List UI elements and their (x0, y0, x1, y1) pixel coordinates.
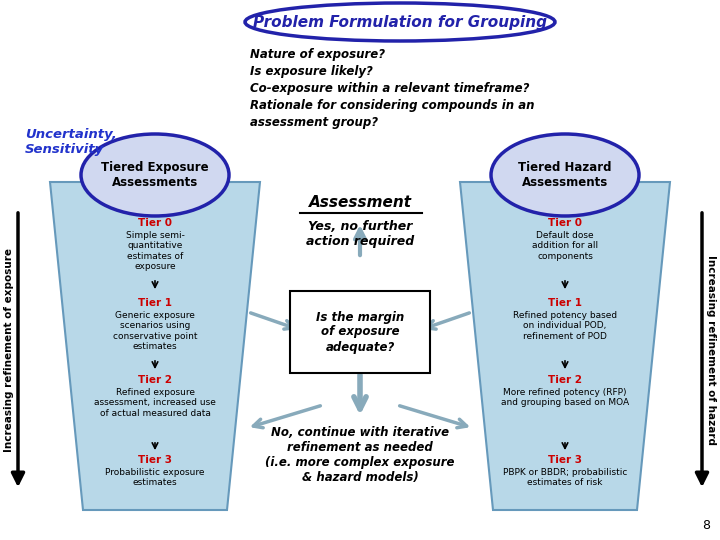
Text: Increasing refinement of hazard: Increasing refinement of hazard (706, 255, 716, 445)
Text: Tier 3: Tier 3 (138, 455, 172, 465)
Text: Is exposure likely?: Is exposure likely? (250, 65, 373, 78)
Text: Refined exposure
assessment, increased use
of actual measured data: Refined exposure assessment, increased u… (94, 388, 216, 418)
Text: Tiered Exposure
Assessments: Tiered Exposure Assessments (102, 161, 209, 189)
Text: Tier 1: Tier 1 (138, 298, 172, 308)
Text: Tier 2: Tier 2 (138, 375, 172, 385)
Ellipse shape (81, 134, 229, 216)
Text: Tier 1: Tier 1 (548, 298, 582, 308)
Text: Yes, no further
action required: Yes, no further action required (306, 220, 414, 248)
Ellipse shape (491, 134, 639, 216)
Text: Tier 0: Tier 0 (548, 218, 582, 228)
Text: Nature of exposure?: Nature of exposure? (250, 48, 385, 61)
Text: Tier 0: Tier 0 (138, 218, 172, 228)
Polygon shape (50, 182, 260, 510)
Text: PBPK or BBDR; probabilistic
estimates of risk: PBPK or BBDR; probabilistic estimates of… (503, 468, 627, 488)
Text: No, continue with iterative
refinement as needed
(i.e. more complex exposure
& h: No, continue with iterative refinement a… (265, 426, 455, 484)
Text: Assessment: Assessment (308, 195, 412, 210)
Text: Rationale for considering compounds in an: Rationale for considering compounds in a… (250, 99, 534, 112)
Text: Problem Formulation for Grouping: Problem Formulation for Grouping (253, 15, 547, 30)
Text: Is the margin
of exposure
adequate?: Is the margin of exposure adequate? (316, 310, 404, 354)
Text: assessment group?: assessment group? (250, 116, 378, 129)
Text: Probabilistic exposure
estimates: Probabilistic exposure estimates (105, 468, 204, 488)
Polygon shape (460, 182, 670, 510)
Text: 8: 8 (702, 519, 710, 532)
Text: Simple semi-
quantitative
estimates of
exposure: Simple semi- quantitative estimates of e… (125, 231, 184, 271)
FancyBboxPatch shape (290, 291, 430, 373)
Text: Tier 2: Tier 2 (548, 375, 582, 385)
Text: Increasing refinement of exposure: Increasing refinement of exposure (4, 248, 14, 452)
Text: Tier 3: Tier 3 (548, 455, 582, 465)
Text: Co-exposure within a relevant timeframe?: Co-exposure within a relevant timeframe? (250, 82, 529, 95)
Text: Refined potency based
on individual POD,
refinement of POD: Refined potency based on individual POD,… (513, 311, 617, 341)
Text: More refined potency (RFP)
and grouping based on MOA: More refined potency (RFP) and grouping … (501, 388, 629, 407)
Text: Tiered Hazard
Assessments: Tiered Hazard Assessments (518, 161, 612, 189)
Text: Uncertainty,
Sensitivity: Uncertainty, Sensitivity (25, 128, 117, 156)
Text: Generic exposure
scenarios using
conservative point
estimates: Generic exposure scenarios using conserv… (113, 311, 197, 351)
Ellipse shape (245, 3, 555, 41)
Text: Default dose
addition for all
components: Default dose addition for all components (532, 231, 598, 261)
